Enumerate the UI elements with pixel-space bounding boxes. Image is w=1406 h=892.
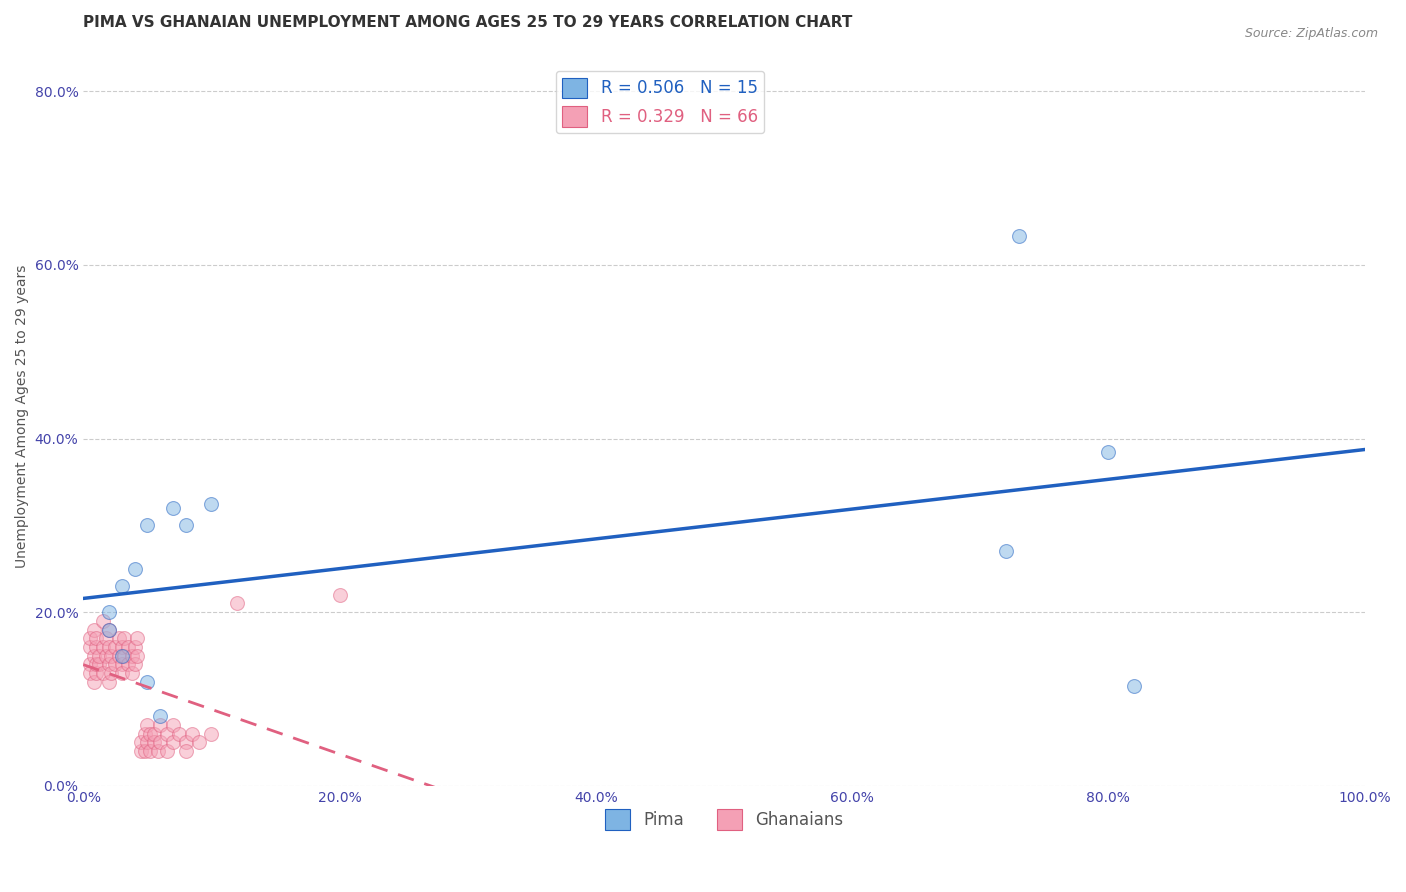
Point xyxy=(127,631,149,645)
Point xyxy=(117,657,139,672)
Point xyxy=(79,665,101,680)
Point xyxy=(181,727,204,741)
Point xyxy=(97,674,120,689)
Point xyxy=(104,657,127,672)
Point xyxy=(155,727,177,741)
Point xyxy=(139,744,162,758)
Point xyxy=(146,744,169,758)
Point xyxy=(108,631,131,645)
Point xyxy=(226,597,249,611)
Point xyxy=(136,518,159,533)
Point xyxy=(100,665,122,680)
Point xyxy=(104,640,127,654)
Point xyxy=(111,648,134,663)
Point xyxy=(149,709,172,723)
Text: PIMA VS GHANAIAN UNEMPLOYMENT AMONG AGES 25 TO 29 YEARS CORRELATION CHART: PIMA VS GHANAIAN UNEMPLOYMENT AMONG AGES… xyxy=(83,15,852,30)
Point xyxy=(87,657,110,672)
Point xyxy=(162,500,184,515)
Point xyxy=(111,665,134,680)
Legend: Pima, Ghanaians: Pima, Ghanaians xyxy=(598,803,851,837)
Point xyxy=(84,657,107,672)
Point xyxy=(127,648,149,663)
Point xyxy=(136,735,159,749)
Point xyxy=(97,640,120,654)
Point xyxy=(200,497,222,511)
Point xyxy=(139,727,162,741)
Point xyxy=(91,614,114,628)
Point xyxy=(1123,679,1146,693)
Point xyxy=(97,623,120,637)
Point xyxy=(111,657,134,672)
Point xyxy=(174,735,197,749)
Point xyxy=(84,640,107,654)
Point xyxy=(79,640,101,654)
Point xyxy=(136,718,159,732)
Point xyxy=(79,631,101,645)
Point xyxy=(1097,444,1119,458)
Point xyxy=(136,674,159,689)
Point xyxy=(79,657,101,672)
Point xyxy=(134,727,156,741)
Point xyxy=(169,727,191,741)
Point xyxy=(87,648,110,663)
Point xyxy=(124,657,146,672)
Point xyxy=(111,640,134,654)
Point xyxy=(994,544,1017,558)
Point xyxy=(96,648,118,663)
Point xyxy=(84,631,107,645)
Point xyxy=(97,623,120,637)
Point xyxy=(91,665,114,680)
Point xyxy=(84,665,107,680)
Point xyxy=(134,744,156,758)
Point xyxy=(91,640,114,654)
Point xyxy=(129,744,152,758)
Point xyxy=(124,562,146,576)
Point xyxy=(83,648,105,663)
Point xyxy=(174,518,197,533)
Point xyxy=(97,605,120,619)
Text: Source: ZipAtlas.com: Source: ZipAtlas.com xyxy=(1244,27,1378,40)
Point xyxy=(97,657,120,672)
Point xyxy=(111,579,134,593)
Point xyxy=(108,648,131,663)
Point xyxy=(174,744,197,758)
Point xyxy=(96,631,118,645)
Point xyxy=(329,588,352,602)
Point xyxy=(112,631,135,645)
Point xyxy=(117,640,139,654)
Point xyxy=(100,648,122,663)
Point xyxy=(142,735,165,749)
Point xyxy=(162,735,184,749)
Y-axis label: Unemployment Among Ages 25 to 29 years: Unemployment Among Ages 25 to 29 years xyxy=(15,265,30,568)
Point xyxy=(162,718,184,732)
Point xyxy=(200,727,222,741)
Point xyxy=(142,727,165,741)
Point xyxy=(112,648,135,663)
Point xyxy=(149,735,172,749)
Point xyxy=(83,674,105,689)
Point xyxy=(124,640,146,654)
Point xyxy=(187,735,209,749)
Point xyxy=(121,648,143,663)
Point xyxy=(121,665,143,680)
Point xyxy=(129,735,152,749)
Point xyxy=(83,623,105,637)
Point xyxy=(155,744,177,758)
Point xyxy=(1008,229,1031,244)
Point xyxy=(149,718,172,732)
